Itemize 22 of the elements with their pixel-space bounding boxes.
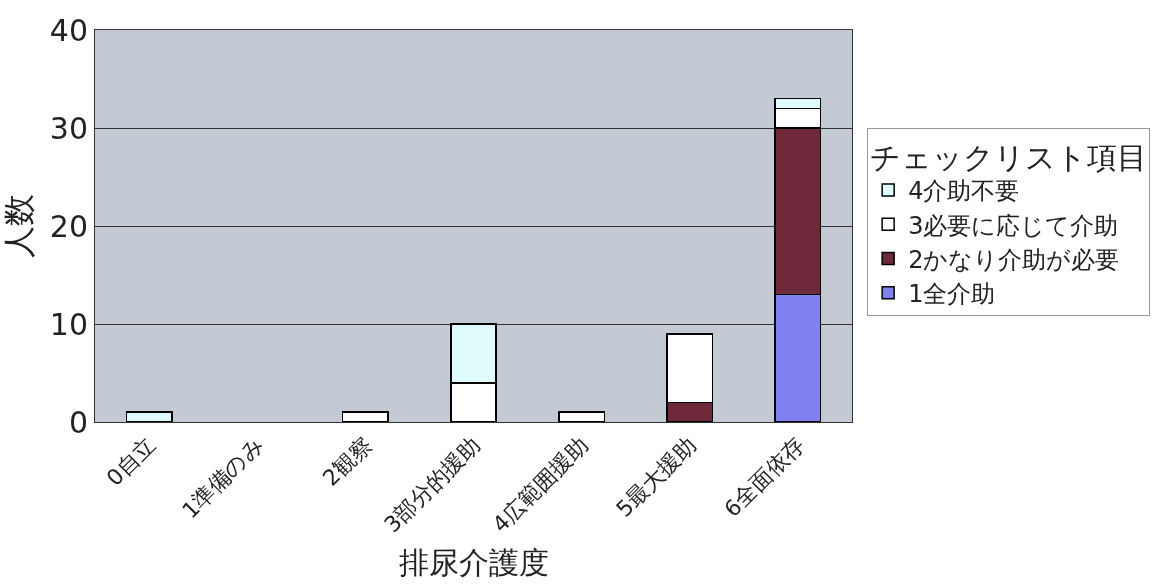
bar (558, 411, 606, 422)
y-axis-title: 人数 (0, 194, 38, 258)
legend-label: 1全介助 (908, 280, 996, 309)
x-tick-label: 3部分的援助 (379, 432, 485, 538)
bar (341, 411, 389, 422)
y-tick-label: 30 (49, 110, 88, 146)
legend-label: 3必要に応じて介助 (908, 211, 1119, 240)
bar (125, 411, 173, 422)
x-tick-label: 4広範囲援助 (487, 432, 593, 538)
legend-label: 4介助不要 (908, 177, 1020, 206)
legend-title: チェックリスト項目 (870, 140, 1148, 175)
y-tick-label: 0 (68, 404, 88, 440)
x-axis-title: 排尿介護度 (398, 544, 549, 580)
x-tick-label: 0自立 (101, 432, 161, 491)
x-tick-label: 6全面依存 (719, 432, 810, 522)
x-tick-label: 2観察 (317, 432, 377, 491)
y-tick-label: 20 (49, 208, 88, 244)
y-tick-label: 40 (49, 12, 88, 48)
legend-label: 2かなり介助が必要 (908, 245, 1120, 274)
x-tick-label: 5最大援助 (611, 432, 702, 522)
y-tick-label: 10 (49, 306, 88, 342)
x-tick-label: 1準備のみ (177, 432, 269, 524)
